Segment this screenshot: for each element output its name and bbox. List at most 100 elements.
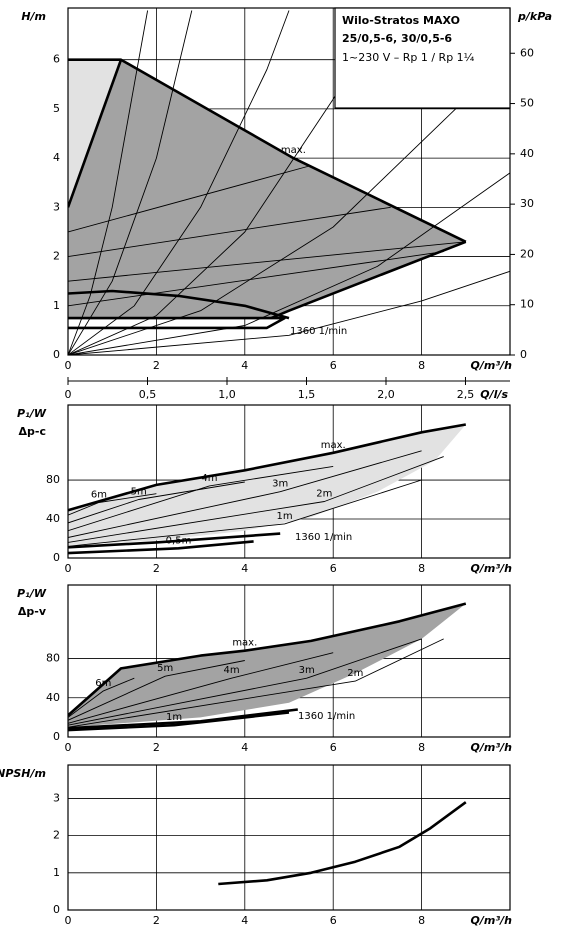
curve <box>68 708 298 730</box>
area <box>68 603 466 728</box>
curve-label: 5m <box>157 663 173 674</box>
y2-tick-label: 30 <box>520 197 534 210</box>
x-tick-label: 2 <box>153 914 160 927</box>
curve-label: 1m <box>277 511 293 522</box>
y-tick-label: 3 <box>53 200 60 213</box>
curve <box>68 532 281 549</box>
y-tick-label: 4 <box>53 151 60 164</box>
x-axis-label: Q/m³/h <box>471 562 513 575</box>
chart-subtitle: 25/0,5-6, 30/0,5-6 <box>342 32 452 45</box>
x2-tick-label: 0 <box>65 388 72 401</box>
x-tick-label: 8 <box>418 741 425 754</box>
x-tick-label: 4 <box>241 359 248 372</box>
plot-data <box>68 423 467 555</box>
plot-data <box>68 602 467 732</box>
x-tick-label: 0 <box>65 741 72 754</box>
y-tick-label: 1 <box>53 299 60 312</box>
x-axis-label: Q/m³/h <box>471 741 513 754</box>
x-tick-label: 4 <box>241 562 248 575</box>
y-tick-label: 0 <box>53 348 60 361</box>
x2-tick-label: 2,0 <box>377 388 395 401</box>
curve <box>68 165 312 233</box>
curve-label: 1m <box>166 712 182 723</box>
curve <box>68 172 510 355</box>
y2-tick-label: 20 <box>520 247 534 260</box>
curve <box>68 638 422 726</box>
x-tick-label: 8 <box>418 914 425 927</box>
curve <box>68 206 391 258</box>
x-tick-label: 6 <box>330 562 337 575</box>
curve-label: 2m <box>347 668 363 679</box>
plot-frame <box>67 7 511 356</box>
curve <box>68 10 149 355</box>
y-tick-label: 0 <box>53 903 60 916</box>
area <box>68 59 466 319</box>
y-tick-label: 80 <box>46 473 60 486</box>
curve <box>68 660 245 721</box>
x2-tick-label: 1,0 <box>218 388 236 401</box>
x-tick-label: 2 <box>153 359 160 372</box>
y2-tick-label: 40 <box>520 147 534 160</box>
x-tick-label: 2 <box>153 741 160 754</box>
y-tick-label: 40 <box>46 691 60 704</box>
annotation: 1360 1/min <box>298 711 355 722</box>
y2-axis-label: p/kPa <box>517 10 552 23</box>
y-tick-label: 80 <box>46 652 60 665</box>
panel: 0 40 80 0 2 4 6 8 6m 5m 4m 3m 2m max. 1m 1360 1/min Q/m³… <box>17 584 513 754</box>
x-tick-label: 4 <box>241 914 248 927</box>
curve <box>218 801 467 886</box>
title-box <box>334 7 511 109</box>
curve <box>68 652 334 724</box>
plot-data <box>218 801 467 886</box>
curve-label: max. <box>232 638 257 649</box>
curve-label: 3m <box>272 479 288 490</box>
y2-tick-label: 10 <box>520 298 534 311</box>
y-tick-label: 5 <box>53 102 60 115</box>
y-tick-label: 0 <box>53 551 60 564</box>
plot-frame <box>67 584 511 738</box>
curve <box>68 316 286 330</box>
y2-tick-label: 0 <box>520 348 527 361</box>
curve <box>68 638 444 728</box>
curve <box>68 602 467 717</box>
curve <box>68 450 422 538</box>
x-tick-label: 8 <box>418 359 425 372</box>
curve <box>68 58 467 243</box>
x-tick-label: 6 <box>330 914 337 927</box>
curve-label: 4m <box>201 473 217 484</box>
x-tick-label: 2 <box>153 562 160 575</box>
y-tick-label: 40 <box>46 512 60 525</box>
x-tick-label: 4 <box>241 741 248 754</box>
y-tick-label: 1 <box>53 866 60 879</box>
x-tick-label: 8 <box>418 562 425 575</box>
x-tick-label: 0 <box>65 359 72 372</box>
plot-frame <box>67 404 511 559</box>
curve <box>68 456 444 543</box>
annotation: 1360 1/min <box>290 326 347 337</box>
curve <box>68 251 444 307</box>
curve-label: 2m <box>316 488 332 499</box>
y2-tick-label: 50 <box>520 97 534 110</box>
curve <box>68 270 510 355</box>
curve <box>68 465 334 532</box>
grid <box>67 765 510 911</box>
x2-axis-label: Q/l/s <box>480 388 508 401</box>
plot-data <box>68 10 510 355</box>
x-tick-label: 0 <box>65 914 72 927</box>
curve <box>68 711 290 732</box>
curve-label: max. <box>321 440 346 451</box>
y-axis-label: NPSH/m <box>0 767 46 780</box>
y-axis-mode: Δp-c <box>19 425 46 438</box>
curve-label: 6m <box>91 489 107 500</box>
area <box>68 424 466 546</box>
curve <box>68 677 135 718</box>
y-tick-label: 2 <box>53 829 60 842</box>
curve <box>68 540 254 555</box>
panel: 0 1 2 3 0 2 4 6 8 Q/m³/h NPSH/m <box>0 764 513 927</box>
x2-tick-label: 0,5 <box>139 388 157 401</box>
curve-label: 0,5m <box>166 535 192 546</box>
curve-label: 4m <box>223 665 239 676</box>
x-axis-label: Q/m³/h <box>471 914 513 927</box>
y-tick-label: 2 <box>53 250 60 263</box>
y-axis-label: P₁/W <box>17 587 47 600</box>
